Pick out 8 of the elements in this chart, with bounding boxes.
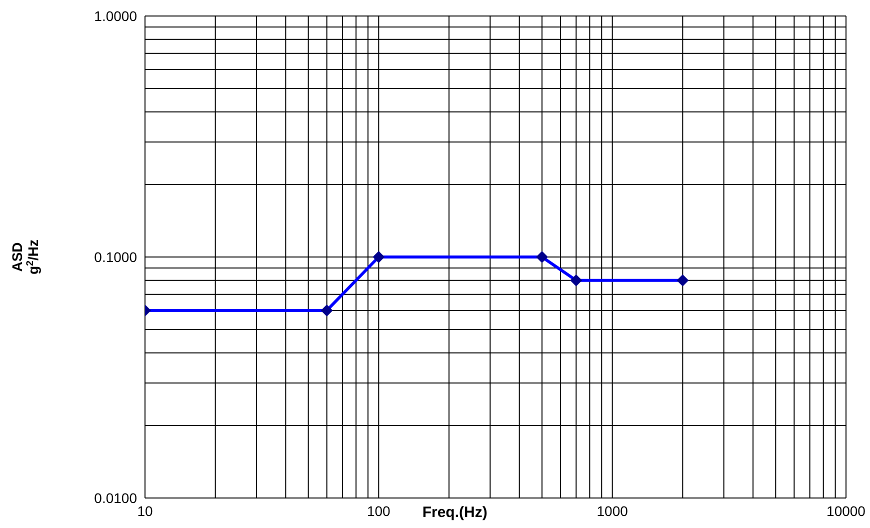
x-tick-label: 10000	[826, 502, 866, 519]
x-axis-title: Freq.(Hz)	[422, 504, 488, 521]
y-tick-label: 0.1000	[94, 248, 138, 265]
x-tick-label: 100	[366, 502, 391, 519]
x-tick-label: 10	[137, 502, 153, 519]
x-tick-label: 1000	[596, 502, 628, 519]
y-tick-label: 1.0000	[94, 8, 138, 24]
y-tick-label: 0.0100	[94, 490, 138, 506]
